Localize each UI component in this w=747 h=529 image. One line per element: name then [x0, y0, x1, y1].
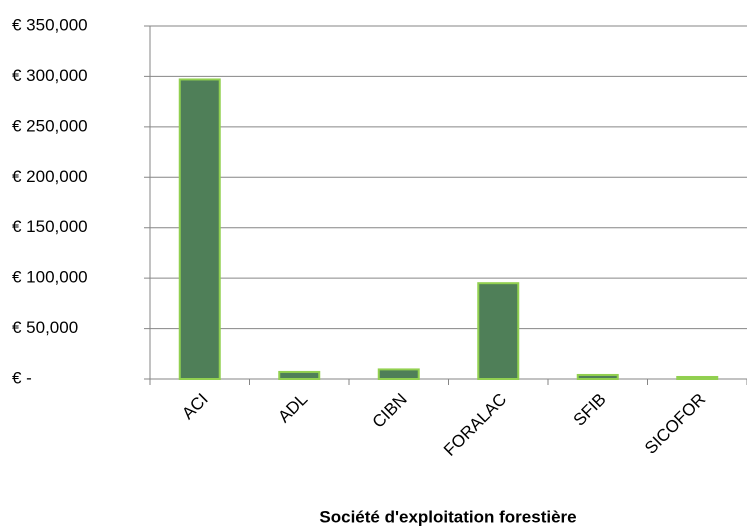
bar [477, 282, 520, 380]
x-tick-label: SICOFOR [641, 390, 709, 458]
y-tick-label: € 300,000 [12, 66, 88, 85]
bar [377, 368, 420, 381]
bar [178, 78, 221, 380]
y-tick-label: € 250,000 [12, 116, 88, 135]
y-tick-label: € 200,000 [12, 167, 88, 186]
x-tick-label: ACI [178, 390, 211, 423]
y-tick-label: € 100,000 [12, 268, 88, 287]
x-axis-title: Société d'exploitation forestière [319, 507, 576, 526]
y-tick-label: € 350,000 [12, 15, 88, 34]
bar [576, 373, 619, 381]
x-tick-label: ADL [274, 390, 311, 427]
y-tick-label: € 50,000 [12, 318, 78, 337]
y-tick-label: € - [12, 368, 32, 387]
x-tick-label: CIBN [369, 390, 411, 432]
bar [676, 375, 719, 380]
y-tick-label: € 150,000 [12, 217, 88, 236]
x-tick-label: SFIB [570, 390, 610, 430]
bar [278, 370, 321, 381]
x-tick-label: FORALAC [440, 390, 510, 460]
